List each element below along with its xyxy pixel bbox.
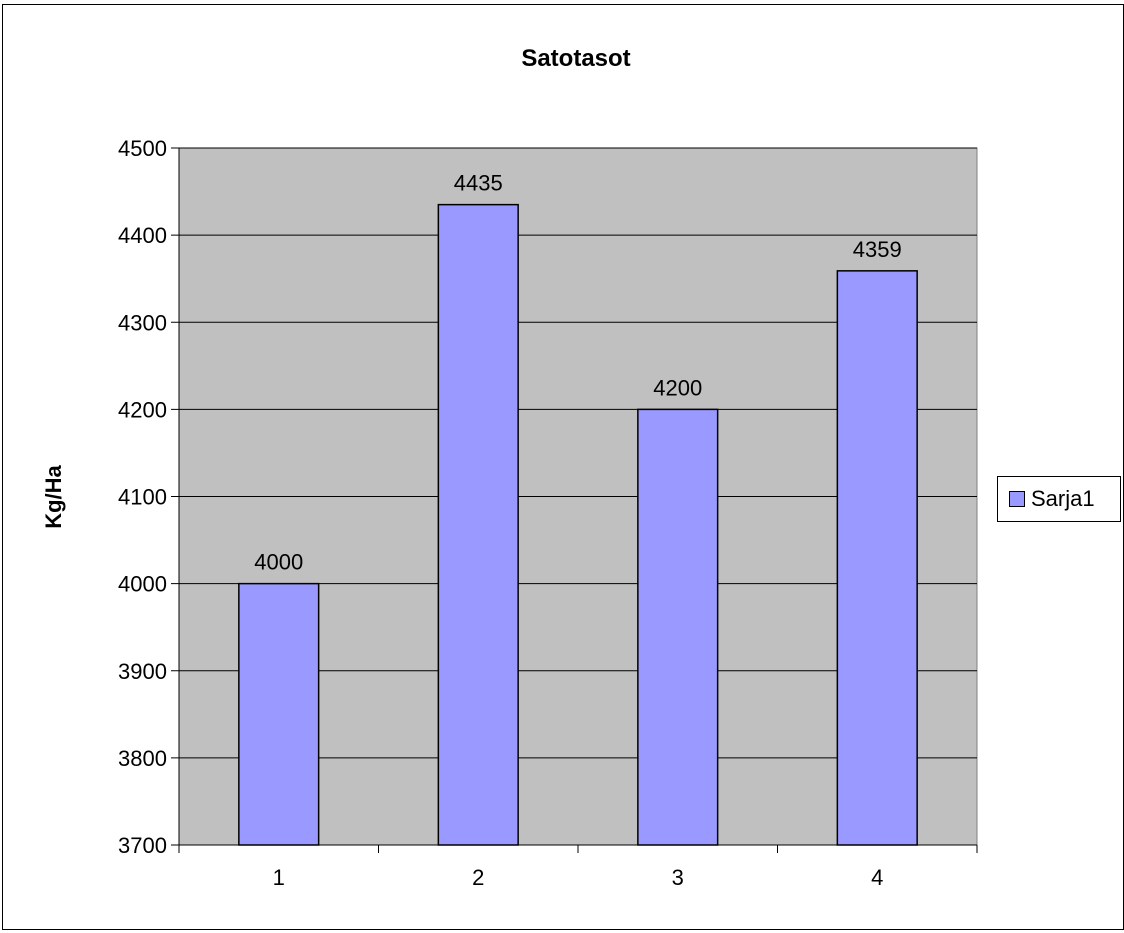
y-tick-label: 4100 [118,485,167,510]
legend-swatch [1009,491,1025,507]
axes [171,147,978,853]
bars [238,203,918,846]
y-tick-label: 4000 [118,572,167,597]
y-tick-label: 4300 [118,310,167,335]
x-tick-labels: 1 2 3 4 [273,865,884,890]
x-tick-label: 4 [871,865,883,890]
data-label: 4200 [653,375,702,400]
y-tick-label: 3900 [118,659,167,684]
data-label: 4435 [454,171,503,196]
legend: Sarja1 [997,476,1121,522]
bar [437,203,519,846]
y-tick-label: 4500 [118,136,167,161]
x-tick-label: 3 [672,865,684,890]
data-label: 4359 [853,237,902,262]
bar [836,270,918,846]
bar [238,582,320,846]
x-tick-label: 1 [273,865,285,890]
chart-title: Satotasot [521,45,630,72]
y-tick-label: 4400 [118,223,167,248]
legend-label: Sarja1 [1031,486,1095,511]
y-tick-label: 3700 [118,833,167,858]
bar [637,408,719,846]
y-tick-label: 4200 [118,397,167,422]
data-labels: 4000 4435 4200 4359 [254,171,901,575]
y-tick-labels: 3700 3800 3900 4000 4100 4200 4300 4400 4500 [118,136,167,858]
x-tick-label: 2 [472,865,484,890]
data-label: 4000 [254,550,303,575]
y-axis-label: Kg/Ha [41,464,66,528]
y-tick-label: 3800 [118,746,167,771]
